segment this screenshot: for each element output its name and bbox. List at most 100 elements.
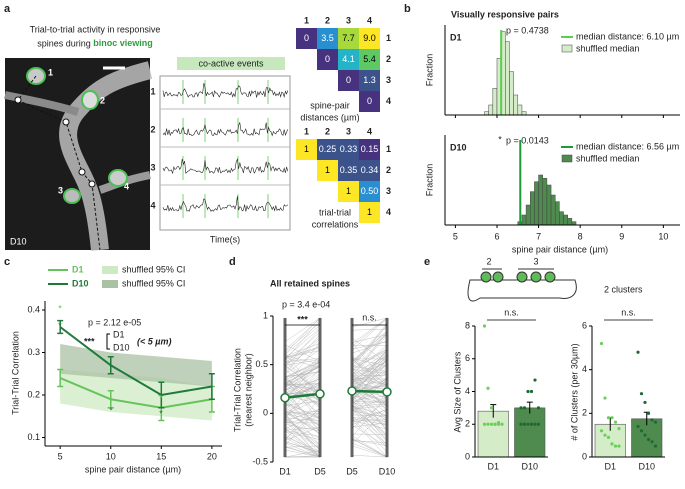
data-point bbox=[529, 389, 534, 394]
matrix-row-label: 1 bbox=[386, 144, 391, 154]
individual-line bbox=[351, 356, 388, 401]
matrix-value: 9.0 bbox=[363, 33, 376, 43]
diagram-label: 2 bbox=[486, 256, 491, 266]
y-tick-label: 6 bbox=[582, 320, 587, 330]
individual-line bbox=[351, 359, 388, 403]
hist-bar bbox=[521, 214, 527, 226]
individual-line bbox=[284, 355, 321, 365]
individual-line bbox=[284, 356, 321, 388]
individual-line bbox=[284, 337, 321, 366]
data-point bbox=[496, 421, 501, 425]
hist-bar bbox=[550, 194, 556, 226]
significance: * bbox=[159, 393, 163, 403]
matrix-row-label: 1 bbox=[386, 33, 391, 43]
individual-line bbox=[284, 369, 321, 409]
data-point bbox=[599, 341, 604, 346]
individual-line bbox=[284, 317, 321, 342]
individual-line bbox=[351, 366, 388, 372]
individual-line bbox=[351, 330, 388, 362]
bar bbox=[514, 407, 546, 458]
individual-line bbox=[284, 442, 321, 458]
matrix-cell bbox=[359, 70, 380, 91]
y-tick-label: 1 bbox=[263, 310, 268, 320]
individual-line bbox=[351, 425, 388, 447]
hist-bar bbox=[525, 204, 531, 226]
data-point bbox=[519, 406, 523, 410]
micrograph bbox=[4, 58, 153, 251]
individual-line bbox=[351, 445, 388, 458]
hist-bar bbox=[534, 181, 539, 226]
trace bbox=[162, 121, 289, 137]
hist-bar bbox=[517, 104, 523, 116]
legend-swatch bbox=[561, 154, 573, 163]
individual-line bbox=[351, 383, 388, 395]
significance: n.s. bbox=[362, 312, 377, 322]
matrix-cell bbox=[317, 139, 338, 160]
individual-line bbox=[351, 396, 388, 412]
legend-label: shuffled 95% CI bbox=[122, 264, 185, 274]
panel-label: b bbox=[404, 3, 411, 15]
individual-line bbox=[351, 394, 388, 437]
legend-label: D10 bbox=[72, 278, 89, 288]
individual-line bbox=[284, 364, 321, 394]
p-value: p = 2.12 e-05 bbox=[88, 317, 141, 327]
events-band bbox=[177, 57, 285, 70]
panel-label: e bbox=[424, 256, 430, 268]
matrix-value: 0 bbox=[325, 54, 330, 64]
individual-line bbox=[284, 394, 321, 428]
x-tick-label: 8 bbox=[578, 231, 583, 241]
x-tick-label: D1 bbox=[487, 461, 499, 471]
data-point bbox=[653, 420, 658, 424]
matrix-value: 0.25 bbox=[319, 144, 337, 154]
individual-line bbox=[284, 410, 321, 434]
matrix-caption: spine-pair bbox=[310, 100, 350, 110]
matrix-value: 1 bbox=[346, 186, 351, 196]
legend-label: median distance: 6.10 µm bbox=[576, 31, 679, 41]
y-label: # of Clusters (per 30µm) bbox=[569, 343, 579, 440]
spine-label: 2 bbox=[100, 95, 105, 105]
individual-line bbox=[351, 383, 388, 410]
matrix-value: 0.15 bbox=[361, 144, 379, 154]
data-point bbox=[486, 422, 490, 426]
individual-line bbox=[351, 318, 388, 351]
data-point bbox=[639, 392, 644, 396]
individual-line bbox=[284, 361, 321, 377]
individual-line bbox=[351, 332, 388, 373]
matrix-cell bbox=[338, 28, 359, 49]
data-point bbox=[599, 429, 604, 433]
individual-line bbox=[284, 385, 321, 397]
significance: * bbox=[58, 320, 62, 330]
matrix-value: 0.33 bbox=[340, 144, 358, 154]
individual-line bbox=[284, 397, 321, 441]
matrix-header: 2 bbox=[325, 15, 330, 25]
legend-label: shuffled median bbox=[576, 153, 639, 163]
individual-line bbox=[351, 379, 388, 407]
data-point bbox=[606, 416, 611, 420]
legend-swatch bbox=[102, 280, 118, 288]
data-point bbox=[522, 422, 527, 426]
y-label: Avg Size of Clusters bbox=[452, 351, 462, 432]
individual-line bbox=[351, 345, 388, 375]
individual-line bbox=[351, 405, 388, 410]
data-point bbox=[650, 440, 654, 444]
individual-line bbox=[351, 378, 388, 401]
data-point bbox=[643, 433, 647, 437]
plot-label: D1 bbox=[450, 32, 462, 42]
mean-point bbox=[347, 386, 357, 396]
individual-line bbox=[284, 328, 321, 359]
title: Visually responsive pairs bbox=[451, 9, 559, 19]
matrix-cell bbox=[317, 28, 338, 49]
hist-bar bbox=[505, 41, 510, 116]
individual-line bbox=[284, 318, 321, 350]
y-label: Trial-Trial Correlation bbox=[10, 331, 20, 415]
individual-line bbox=[284, 418, 321, 458]
y-tick-label: -0.5 bbox=[252, 456, 268, 466]
trace-box bbox=[159, 75, 291, 231]
individual-line bbox=[351, 334, 388, 363]
data-point bbox=[489, 406, 494, 410]
individual-line bbox=[351, 361, 388, 379]
individual-line bbox=[351, 355, 388, 376]
matrix-value: 1 bbox=[325, 165, 330, 175]
individual-line bbox=[284, 382, 321, 394]
individual-line bbox=[284, 362, 321, 385]
